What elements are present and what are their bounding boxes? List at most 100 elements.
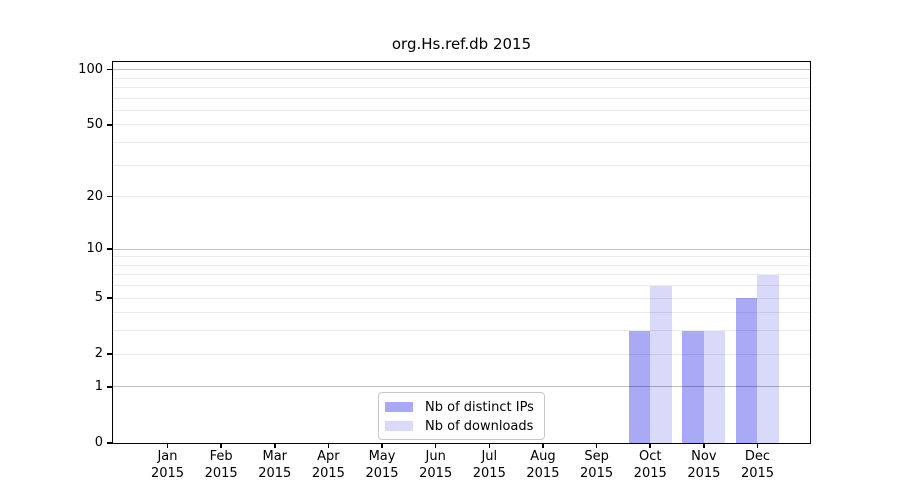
y-tick-label: 100 [78, 61, 103, 77]
gridline-minor [113, 164, 810, 166]
x-tick-label-line: Jul [481, 449, 498, 464]
x-tick-label-line: Oct [638, 449, 662, 464]
x-tick-mark [274, 443, 276, 448]
x-tick-label: Jul 2015 [457, 448, 521, 482]
x-tick-label: Sep 2015 [565, 448, 629, 482]
x-tick-label-line: 2015 [526, 466, 560, 481]
x-tick-label-line: Dec [744, 449, 771, 464]
x-tick-label: Oct 2015 [618, 448, 682, 482]
legend-swatch-icon [385, 402, 413, 412]
gridline-minor [113, 285, 810, 287]
gridline-minor [113, 97, 810, 99]
x-tick-mark [488, 443, 491, 448]
y-tick-mark [107, 68, 113, 71]
x-tick-label-line: 2015 [633, 466, 667, 481]
bar-distinct-ips [682, 330, 704, 443]
x-tick-mark [220, 443, 222, 448]
y-tick-mark [107, 442, 113, 444]
y-tick-mark [107, 248, 113, 250]
x-tick-label-line: Nov [691, 449, 717, 464]
x-tick-label: Nov 2015 [672, 448, 736, 482]
x-tick-label-line: Apr [317, 449, 340, 464]
y-tick-label: 0 [94, 435, 103, 450]
y-tick-label: 20 [86, 188, 103, 204]
gridline-minor [113, 196, 810, 198]
bar-downloads [650, 285, 672, 443]
x-tick-label-line: Jan [157, 449, 178, 464]
y-tick-label: 2 [94, 346, 103, 362]
y-tick-mark [107, 297, 113, 299]
y-tick-mark [107, 353, 113, 355]
x-tick-label: Mar 2015 [243, 448, 307, 482]
gridline-minor [113, 109, 810, 111]
gridline-major [113, 248, 810, 250]
gridline-minor [113, 142, 810, 144]
gridline-minor [113, 124, 810, 126]
x-tick-label-line: Feb [209, 449, 233, 464]
x-tick-label: Jan 2015 [136, 448, 200, 482]
gridline-minor [113, 274, 810, 276]
x-tick-label-line: 2015 [740, 466, 775, 481]
gridline-minor [113, 256, 810, 258]
x-tick-label-line: 2015 [311, 466, 345, 481]
x-tick-label-line: 2015 [687, 466, 721, 481]
x-tick-mark [756, 443, 759, 448]
x-tick-mark [542, 443, 544, 448]
y-tick-label: 5 [94, 290, 103, 306]
x-tick-label: Dec 2015 [725, 448, 789, 482]
x-tick-label-line: 2015 [150, 466, 185, 481]
grid-layer [113, 62, 810, 443]
x-tick-mark [595, 443, 598, 448]
x-tick-label-line: 2015 [419, 466, 453, 481]
y-tick-mark [107, 124, 113, 126]
x-tick-mark [703, 443, 705, 448]
x-tick-mark [434, 443, 437, 448]
gridline-minor [113, 297, 810, 299]
x-tick-mark [166, 443, 169, 448]
bar-distinct-ips [735, 298, 758, 443]
x-tick-label: Feb 2015 [189, 448, 253, 482]
gridline-major [113, 69, 810, 71]
legend-item: Nb of distinct IPs [385, 398, 538, 416]
x-tick-mark [381, 443, 383, 448]
x-tick-label-line: 2015 [204, 466, 238, 481]
x-tick-label: Aug 2015 [511, 448, 575, 482]
legend-item-label: Nb of downloads [425, 418, 534, 434]
x-tick-label-line: May [368, 449, 396, 464]
plot-area [112, 61, 811, 444]
x-tick-label: May 2015 [350, 448, 414, 482]
y-tick-label: 1 [94, 378, 103, 394]
x-tick-label-line: 2015 [365, 466, 399, 481]
x-tick-label-line: 2015 [472, 466, 506, 481]
bar-downloads [757, 274, 779, 443]
legend-item-label: Nb of distinct IPs [425, 399, 534, 415]
gridline-minor [113, 353, 810, 355]
legend-swatch-icon [385, 421, 413, 431]
gridline-minor [113, 330, 810, 332]
y-tick-label: 10 [86, 241, 103, 256]
gridline-minor [113, 77, 810, 79]
x-tick-label-line: 2015 [580, 466, 614, 481]
y-tick-label: 50 [86, 116, 103, 132]
chart-title: org.Hs.ref.db 2015 [391, 35, 532, 53]
bar-downloads [703, 330, 726, 443]
bar-distinct-ips [628, 330, 651, 443]
x-tick-label-line: Mar [262, 449, 288, 464]
y-tick-mark [107, 386, 113, 388]
x-tick-label-line: Sep [584, 449, 609, 464]
x-tick-mark [649, 443, 651, 448]
y-tick-mark [107, 195, 113, 198]
gridline-major [113, 386, 810, 388]
gridline-minor [113, 86, 810, 88]
x-tick-label-line: 2015 [258, 466, 292, 481]
x-tick-label-line: Aug [530, 449, 556, 464]
legend-item: Nb of downloads [385, 417, 538, 435]
bars-layer [113, 62, 810, 443]
x-tick-label: Apr 2015 [296, 448, 360, 482]
gridline-minor [113, 264, 810, 266]
x-tick-mark [327, 443, 330, 448]
x-tick-label-line: Jun [425, 449, 446, 464]
legend: Nb of distinct IPs Nb of downloads [378, 392, 545, 440]
gridline-minor [113, 312, 810, 314]
